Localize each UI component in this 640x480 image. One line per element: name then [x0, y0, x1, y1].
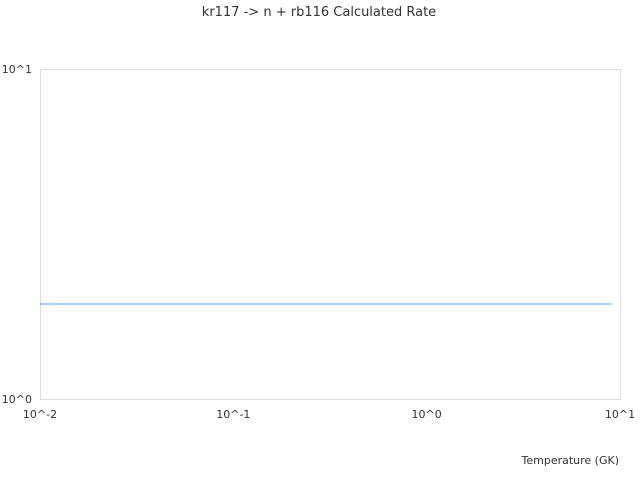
x-axis-label: Temperature (GK)	[521, 454, 620, 467]
x-tick-label: 10^0	[412, 408, 442, 421]
x-tick-label: 10^-2	[23, 408, 57, 421]
y-tick-label: 10^0	[2, 393, 32, 406]
y-tick-label: 10^1	[2, 63, 32, 76]
x-tick-label: 10^1	[605, 408, 635, 421]
x-tick-label: 10^-1	[216, 408, 250, 421]
chart-title: kr117 -> n + rb116 Calculated Rate	[202, 5, 436, 20]
plot-area	[40, 69, 621, 400]
